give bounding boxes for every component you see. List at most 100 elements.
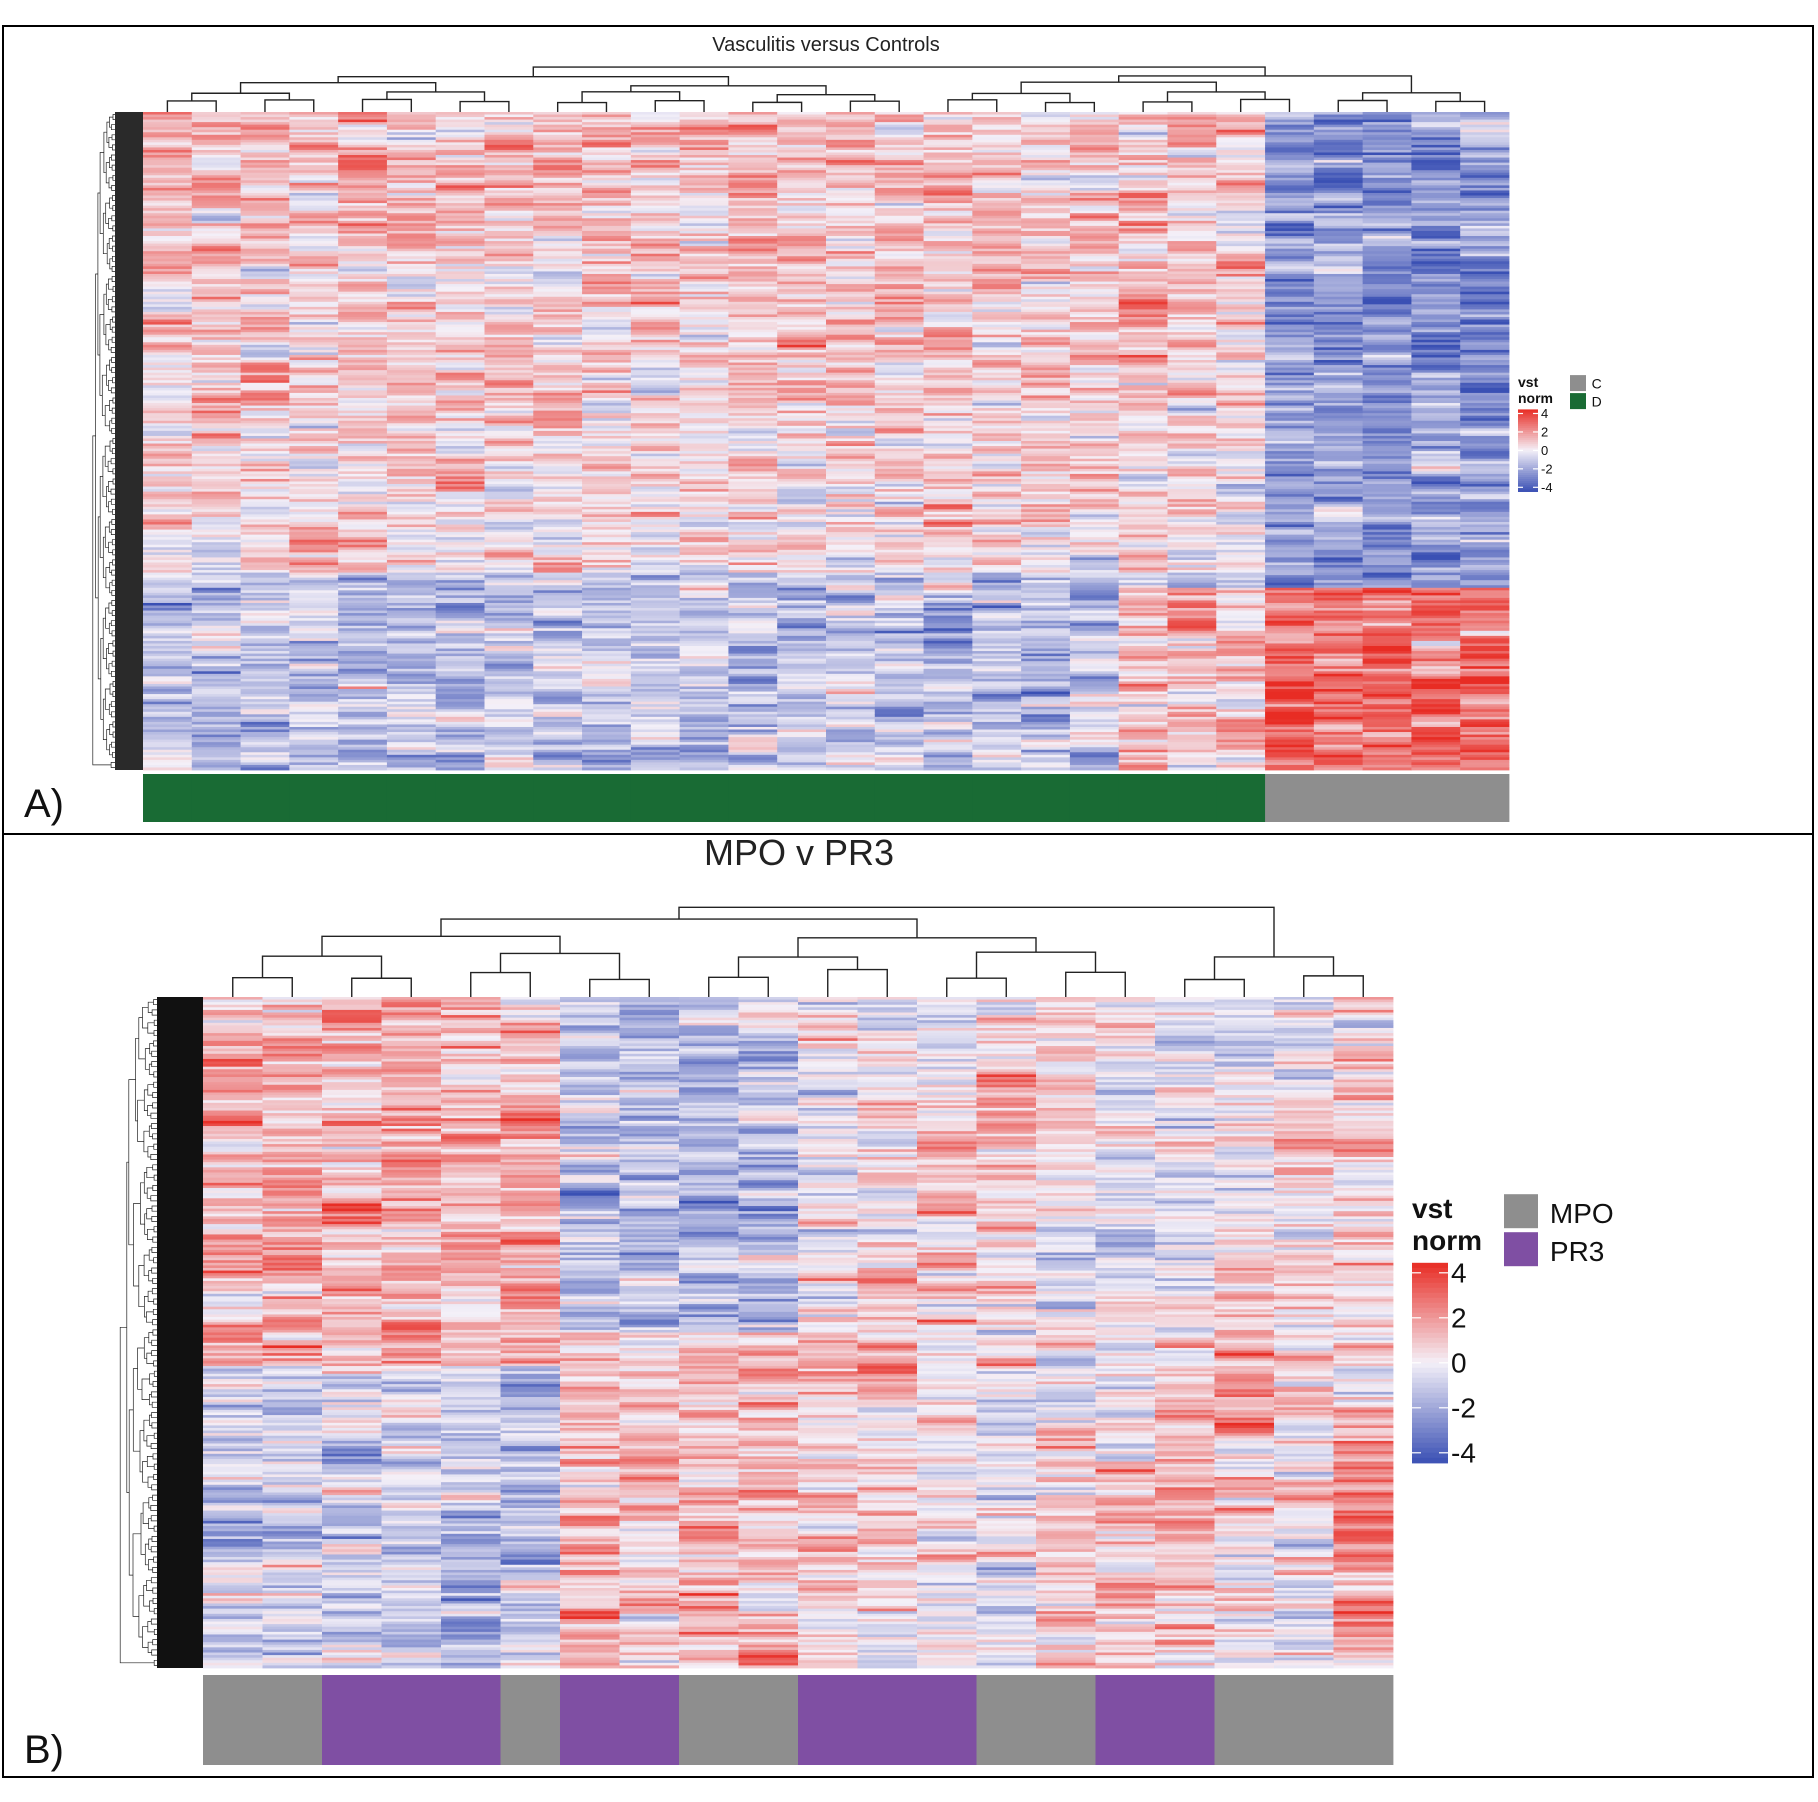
heatmap-cell bbox=[923, 653, 973, 657]
heatmap-cell bbox=[338, 645, 388, 649]
heatmap-cell bbox=[874, 165, 924, 169]
heatmap-cell bbox=[289, 651, 339, 654]
heatmap-cell bbox=[923, 243, 973, 247]
heatmap-cell bbox=[582, 767, 632, 771]
heatmap-cell bbox=[923, 691, 973, 695]
heatmap-cell bbox=[679, 390, 729, 394]
heatmap-cell bbox=[1021, 233, 1071, 237]
heatmap-cell bbox=[1021, 286, 1071, 290]
heatmap-cell bbox=[240, 408, 290, 412]
heatmap-cell bbox=[435, 198, 485, 201]
heatmap-cell bbox=[338, 354, 388, 358]
heatmap-cell bbox=[728, 714, 778, 718]
heatmap-cell bbox=[1021, 638, 1071, 642]
heatmap-cell bbox=[191, 132, 241, 136]
heatmap-cell bbox=[386, 284, 437, 288]
heatmap-cell bbox=[289, 291, 339, 295]
heatmap-cell bbox=[143, 365, 193, 369]
heatmap-cell bbox=[630, 377, 681, 381]
heatmap-cell bbox=[143, 590, 193, 594]
heatmap-cell bbox=[679, 678, 729, 682]
heatmap-cell bbox=[630, 484, 681, 487]
heatmap-cell bbox=[874, 696, 924, 700]
heatmap-cell bbox=[338, 435, 388, 439]
heatmap-cell bbox=[972, 640, 1022, 644]
heatmap-cell bbox=[923, 491, 973, 495]
heatmap-cell bbox=[923, 152, 973, 156]
heatmap-cell bbox=[435, 656, 485, 660]
heatmap-cell bbox=[630, 190, 681, 194]
heatmap-cell bbox=[923, 577, 973, 581]
heatmap-cell bbox=[533, 476, 583, 480]
heatmap-cell bbox=[826, 628, 876, 632]
heatmap-cell bbox=[630, 709, 681, 713]
heatmap-cell bbox=[191, 468, 241, 472]
heatmap-cell bbox=[191, 117, 241, 120]
heatmap-cell bbox=[289, 233, 339, 237]
heatmap-cell bbox=[240, 529, 290, 533]
heatmap-cell bbox=[240, 742, 290, 746]
heatmap-cell bbox=[630, 732, 681, 735]
heatmap-cell bbox=[240, 296, 290, 300]
heatmap-cell bbox=[923, 291, 973, 295]
heatmap-cell bbox=[484, 165, 534, 169]
heatmap-cell bbox=[191, 238, 241, 242]
heatmap-cell bbox=[728, 182, 778, 186]
heatmap-cell bbox=[972, 592, 1022, 596]
heatmap-cell bbox=[972, 532, 1022, 536]
heatmap-cell bbox=[728, 448, 778, 452]
heatmap-cell bbox=[972, 618, 1022, 622]
heatmap-cell bbox=[338, 190, 388, 194]
heatmap-cell bbox=[386, 458, 437, 462]
heatmap-cell bbox=[826, 119, 876, 123]
heatmap-cell bbox=[826, 349, 876, 353]
heatmap-cell bbox=[386, 521, 437, 525]
heatmap-cell bbox=[874, 476, 924, 480]
heatmap-cell bbox=[972, 689, 1022, 692]
heatmap-cell bbox=[143, 668, 193, 672]
heatmap-cell bbox=[874, 418, 924, 422]
heatmap-cell bbox=[435, 620, 485, 624]
heatmap-cell bbox=[1021, 463, 1071, 467]
heatmap-cell bbox=[143, 529, 193, 533]
heatmap-cell bbox=[143, 114, 193, 118]
heatmap-cell bbox=[874, 509, 924, 513]
heatmap-cell bbox=[338, 516, 388, 520]
heatmap-cell bbox=[874, 230, 924, 234]
heatmap-cell bbox=[630, 291, 681, 295]
heatmap-cell bbox=[826, 605, 876, 609]
heatmap-cell bbox=[435, 268, 485, 272]
heatmap-cell bbox=[533, 332, 583, 336]
heatmap-cell bbox=[874, 205, 924, 209]
heatmap-cell bbox=[289, 299, 339, 303]
heatmap-cell bbox=[582, 443, 632, 447]
heatmap-cell bbox=[728, 446, 778, 449]
heatmap-cell bbox=[728, 167, 778, 171]
heatmap-cell bbox=[191, 354, 241, 358]
heatmap-cell bbox=[240, 519, 290, 523]
heatmap-cell bbox=[826, 225, 876, 229]
heatmap-cell bbox=[826, 451, 876, 455]
heatmap-cell bbox=[826, 327, 876, 331]
heatmap-cell bbox=[826, 233, 876, 237]
heatmap-cell bbox=[191, 759, 241, 763]
heatmap-cell bbox=[386, 299, 437, 303]
heatmap-cell bbox=[143, 709, 193, 713]
heatmap-cell bbox=[289, 420, 339, 424]
heatmap-cell bbox=[240, 167, 290, 171]
heatmap-cell bbox=[582, 544, 632, 548]
heatmap-cell bbox=[630, 114, 681, 118]
heatmap-cell bbox=[728, 640, 778, 644]
heatmap-cell bbox=[777, 658, 827, 662]
heatmap-cell bbox=[923, 443, 973, 447]
heatmap-cell bbox=[874, 630, 924, 634]
heatmap-cell bbox=[435, 673, 485, 677]
heatmap-cell bbox=[338, 223, 388, 227]
heatmap-cell bbox=[143, 375, 193, 379]
heatmap-cell bbox=[1021, 337, 1071, 341]
heatmap-cell bbox=[386, 694, 437, 698]
heatmap-cell bbox=[874, 724, 924, 728]
heatmap-cell bbox=[923, 585, 973, 589]
heatmap-cell bbox=[289, 410, 339, 414]
heatmap-cell bbox=[143, 764, 193, 768]
